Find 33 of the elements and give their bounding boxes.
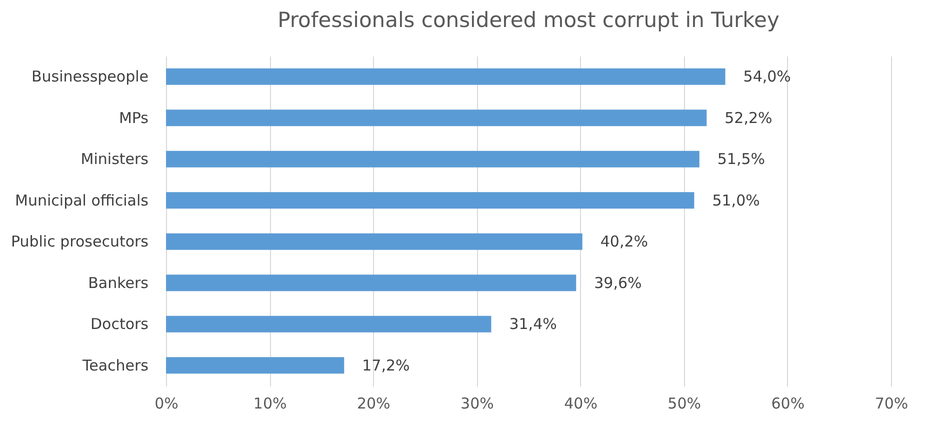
data-label: 54,0% — [743, 68, 791, 86]
data-label: 40,2% — [600, 232, 648, 251]
bar — [166, 150, 700, 168]
y-tick-label: MPs — [118, 108, 149, 127]
bar — [166, 274, 576, 292]
data-label: 31,4% — [509, 315, 557, 334]
x-tick-label: 10% — [253, 394, 287, 412]
x-tick-label: 50% — [668, 394, 702, 412]
x-tick-label: 20% — [356, 394, 390, 412]
x-tick-label: 40% — [564, 394, 598, 412]
y-tick-label: Public prosecutors — [10, 232, 149, 251]
data-label: 51,0% — [712, 191, 760, 210]
x-tick-label: 0% — [154, 394, 178, 412]
bar — [166, 357, 344, 374]
bar — [166, 233, 582, 250]
x-tick-label: 70% — [874, 394, 908, 412]
bar — [166, 192, 694, 209]
y-tick-label: Doctors — [90, 315, 149, 334]
y-tick-label: Businesspeople — [32, 68, 148, 86]
bar — [166, 110, 707, 126]
x-tick-label: 60% — [771, 394, 805, 412]
data-label: 39,6% — [594, 274, 642, 292]
chart-title: Professionals considered most corrupt in Turkey — [278, 8, 780, 32]
data-label: 17,2% — [362, 356, 410, 374]
data-label: 51,5% — [717, 150, 766, 168]
data-label: 52,2% — [724, 108, 772, 127]
bar — [166, 68, 726, 85]
y-tick-label: Ministers — [80, 150, 149, 168]
y-tick-label: Municipal officials — [15, 191, 149, 210]
bar — [166, 316, 492, 332]
y-tick-label: Bankers — [88, 274, 149, 292]
x-tick-label: 30% — [460, 394, 494, 412]
y-tick-label: Teachers — [82, 356, 149, 374]
